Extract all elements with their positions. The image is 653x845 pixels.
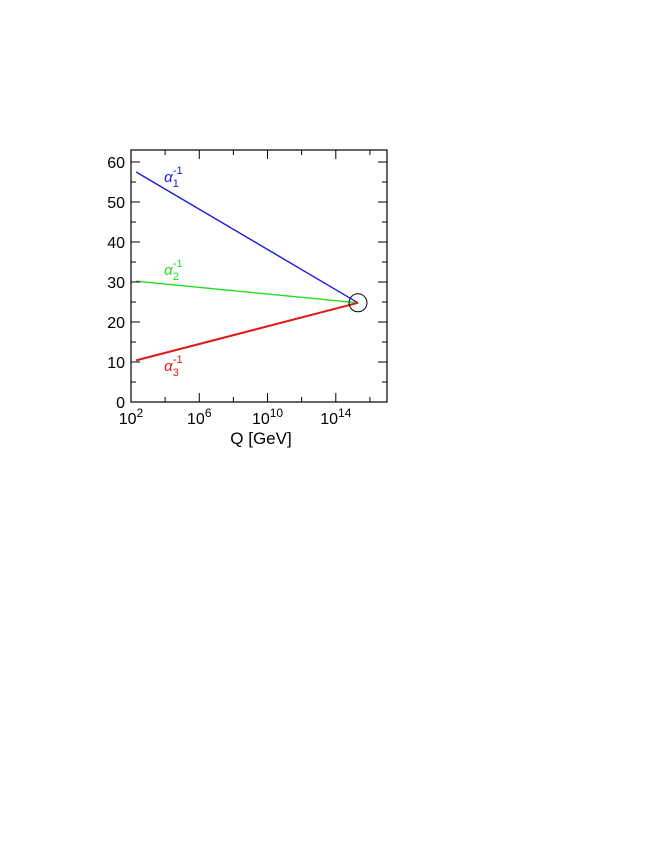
labels-layer: 0 10 20 30 40 50 60 102 106 1010 1014 α1-1 α2-1 α3-1	[107, 155, 368, 428]
plot-frame	[130, 149, 388, 403]
y-tick-label: 20	[107, 315, 125, 332]
series-label-alpha2: α2-1	[164, 258, 182, 283]
y-tick-label: 0	[116, 395, 125, 412]
x-tick-label: 102	[119, 406, 144, 428]
x-axis-title: Q [GeV]	[230, 429, 291, 448]
series-line-alpha1	[135, 171, 359, 304]
y-tick-label: 30	[107, 275, 125, 292]
x-tick-label: 1010	[252, 406, 283, 428]
series-layer	[135, 171, 359, 362]
x-tick-label: 1014	[320, 406, 351, 428]
y-tick-label: 10	[107, 355, 125, 372]
series-label-alpha1: α1-1	[164, 165, 182, 190]
series-line-alpha3	[135, 301, 359, 362]
ticks-layer	[130, 150, 387, 403]
y-tick-label: 40	[107, 235, 125, 252]
x-tick-label: 106	[187, 406, 212, 428]
unification-circle	[348, 293, 368, 313]
y-tick-label: 50	[107, 195, 125, 212]
y-tick-label: 60	[107, 155, 125, 172]
series-label-alpha3: α3-1	[164, 354, 182, 379]
series-line-alpha2	[136, 280, 359, 304]
